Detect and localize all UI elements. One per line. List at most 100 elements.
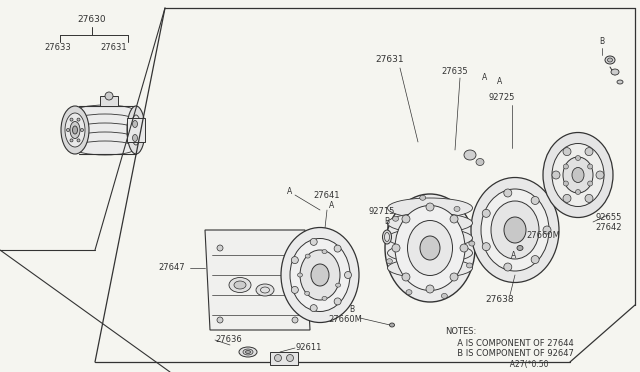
Ellipse shape	[387, 243, 472, 263]
Ellipse shape	[482, 243, 490, 251]
Ellipse shape	[305, 291, 310, 295]
Ellipse shape	[563, 157, 593, 193]
Ellipse shape	[275, 355, 282, 362]
Ellipse shape	[392, 216, 399, 221]
Ellipse shape	[563, 181, 568, 186]
Ellipse shape	[392, 244, 400, 252]
Ellipse shape	[476, 158, 484, 166]
Text: B IS COMPONENT OF 92647: B IS COMPONENT OF 92647	[452, 350, 574, 359]
Ellipse shape	[402, 215, 410, 223]
Text: B: B	[349, 305, 355, 314]
Ellipse shape	[234, 281, 246, 289]
Ellipse shape	[420, 195, 426, 200]
Ellipse shape	[243, 349, 253, 355]
Ellipse shape	[72, 126, 77, 134]
Ellipse shape	[292, 245, 298, 251]
Ellipse shape	[287, 355, 294, 362]
Ellipse shape	[281, 228, 359, 323]
Ellipse shape	[611, 69, 619, 75]
Ellipse shape	[132, 135, 138, 141]
Ellipse shape	[607, 58, 612, 62]
Text: A: A	[497, 77, 502, 86]
Text: 27633: 27633	[44, 42, 71, 51]
Ellipse shape	[322, 250, 327, 254]
Ellipse shape	[406, 290, 412, 295]
Text: NOTES:: NOTES:	[445, 327, 476, 337]
Ellipse shape	[256, 284, 274, 296]
Ellipse shape	[426, 203, 434, 211]
Ellipse shape	[300, 250, 340, 300]
Ellipse shape	[481, 189, 549, 271]
Ellipse shape	[385, 194, 475, 302]
Ellipse shape	[385, 232, 390, 241]
Ellipse shape	[70, 118, 73, 121]
Ellipse shape	[552, 171, 560, 179]
Text: 27642: 27642	[595, 224, 621, 232]
Ellipse shape	[563, 195, 571, 202]
Text: 92725: 92725	[489, 93, 515, 103]
Ellipse shape	[588, 164, 593, 169]
Text: 27635: 27635	[442, 67, 468, 77]
Text: 27630: 27630	[77, 16, 106, 25]
Ellipse shape	[387, 259, 392, 264]
Ellipse shape	[70, 122, 80, 138]
Text: 27631: 27631	[100, 42, 127, 51]
Ellipse shape	[426, 285, 434, 293]
Ellipse shape	[334, 245, 341, 252]
Text: 92655: 92655	[595, 214, 621, 222]
Ellipse shape	[588, 181, 593, 186]
Ellipse shape	[543, 132, 613, 218]
Ellipse shape	[482, 209, 490, 217]
Polygon shape	[205, 230, 310, 330]
Ellipse shape	[67, 128, 70, 131]
Ellipse shape	[531, 256, 539, 263]
Text: B: B	[385, 218, 390, 227]
Text: A: A	[511, 251, 516, 260]
Ellipse shape	[334, 298, 341, 305]
Ellipse shape	[442, 294, 447, 298]
Ellipse shape	[543, 226, 551, 234]
Ellipse shape	[605, 56, 615, 64]
Ellipse shape	[504, 263, 512, 271]
Ellipse shape	[65, 113, 85, 147]
Ellipse shape	[74, 105, 136, 119]
Ellipse shape	[217, 245, 223, 251]
Ellipse shape	[450, 273, 458, 281]
Ellipse shape	[290, 238, 350, 311]
Ellipse shape	[383, 230, 392, 244]
Ellipse shape	[504, 217, 526, 243]
Ellipse shape	[408, 221, 452, 276]
Text: 92611: 92611	[295, 343, 321, 353]
Ellipse shape	[311, 264, 329, 286]
Text: 27660M: 27660M	[526, 231, 560, 240]
Ellipse shape	[395, 205, 465, 291]
Text: A: A	[287, 187, 292, 196]
Ellipse shape	[105, 92, 113, 100]
Ellipse shape	[491, 201, 539, 259]
Ellipse shape	[74, 123, 136, 137]
Ellipse shape	[61, 106, 89, 154]
Ellipse shape	[585, 195, 593, 202]
Ellipse shape	[454, 206, 460, 211]
Ellipse shape	[617, 80, 623, 84]
Ellipse shape	[471, 177, 559, 282]
Text: B: B	[600, 38, 605, 46]
Ellipse shape	[517, 246, 523, 250]
Text: 27636: 27636	[215, 336, 242, 344]
Bar	[100, 96, 118, 106]
Ellipse shape	[596, 171, 604, 179]
Ellipse shape	[504, 189, 512, 197]
Bar	[270, 352, 298, 365]
Ellipse shape	[563, 148, 571, 155]
Ellipse shape	[291, 257, 298, 264]
Ellipse shape	[292, 317, 298, 323]
Text: 27647: 27647	[158, 263, 185, 273]
Text: 27641: 27641	[314, 190, 340, 199]
Ellipse shape	[469, 241, 475, 246]
Ellipse shape	[74, 141, 136, 155]
Ellipse shape	[74, 132, 136, 146]
Ellipse shape	[132, 121, 138, 128]
Ellipse shape	[467, 263, 472, 268]
Ellipse shape	[239, 347, 257, 357]
Ellipse shape	[322, 296, 327, 300]
